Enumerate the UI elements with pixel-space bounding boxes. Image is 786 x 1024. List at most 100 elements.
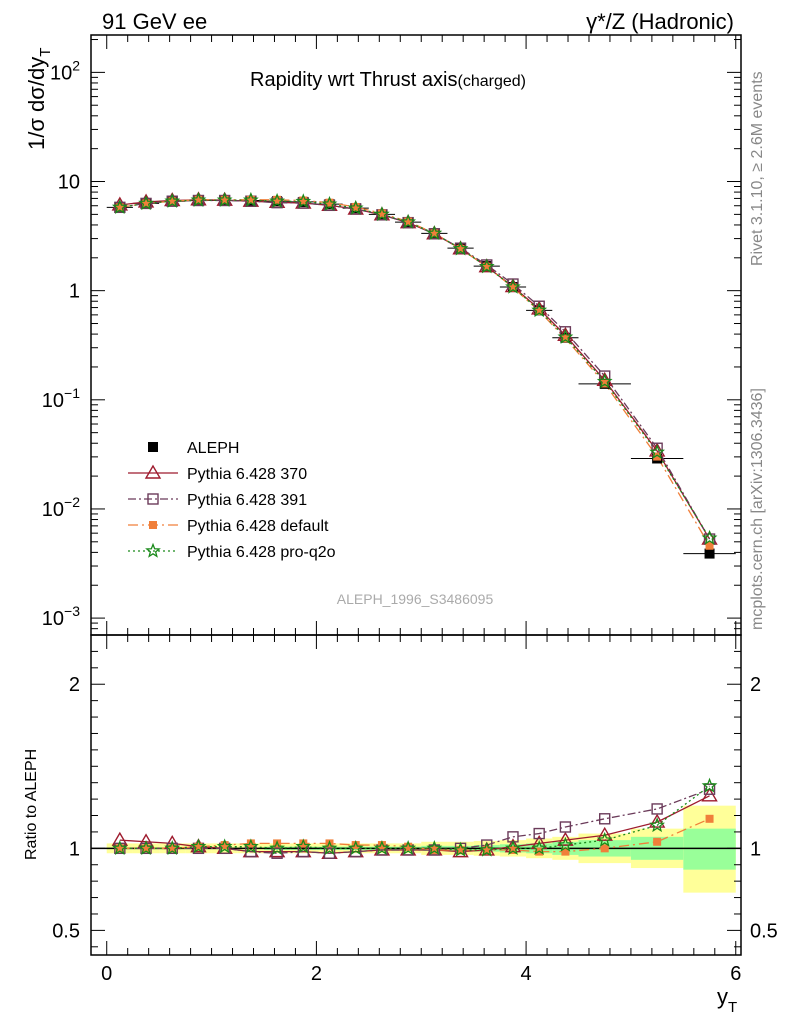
- data-point-pythia-6-428-default: [168, 197, 177, 206]
- y-tick-label: 1: [69, 281, 80, 303]
- ratio-point-pythia-6-428-391: [703, 783, 716, 795]
- x-tick-label: 4: [521, 963, 532, 985]
- data-point-pythia-6-428-pro-q2o: [531, 302, 548, 318]
- data-point-pythia-6-428-default: [142, 199, 151, 208]
- ratio-point-pythia-6-428-391: [533, 827, 545, 840]
- ratio-y-tick-label-right: 0.5: [750, 920, 778, 942]
- data-point-pythia-6-428-pro-q2o: [164, 192, 181, 208]
- ratio-point-pythia-6-428-pro-q2o: [269, 840, 285, 856]
- data-point-pythia-6-428-default: [325, 198, 334, 207]
- data-point-pythia-6-428-default: [273, 195, 282, 204]
- ratio-point-pythia-6-428-pro-q2o: [557, 836, 574, 852]
- ratio-point-pythia-6-428-391: [323, 847, 336, 859]
- data-point-pythia-6-428-pro-q2o: [242, 191, 259, 207]
- ratio-line-pythia-6-428-391: [119, 788, 710, 854]
- legend-marker-aleph: [148, 442, 158, 452]
- ratio-point-pythia-6-428-default: [404, 842, 413, 851]
- ratio-point-pythia-6-428-pro-q2o: [347, 840, 364, 856]
- mcplots-label: mcplots.cern.ch [arXiv:1306.3436]: [749, 388, 766, 630]
- data-point-pythia-6-428-pro-q2o: [596, 373, 613, 389]
- ratio-plot-panel: 0.5 0.5 1 1 2 2 0 2 4 6 Ratio to ALEPH yT: [23, 35, 778, 1016]
- ratio-point-pythia-6-428-pro-q2o: [295, 838, 312, 854]
- ratio-point-pythia-6-428-pro-q2o: [216, 838, 233, 854]
- y-tick-label: 10: [58, 172, 80, 194]
- data-point-pythia-6-428-391: [428, 228, 441, 240]
- ratio-y-tick-label: 1: [69, 838, 80, 860]
- ratio-point-pythia-6-428-default: [246, 839, 255, 848]
- y-tick-label: 10−1: [42, 385, 80, 412]
- y-tick-label: 10−2: [42, 494, 80, 521]
- ratio-point-pythia-6-428-pro-q2o: [242, 838, 259, 854]
- x-tick-label: 0: [101, 963, 112, 985]
- series-line-pythia-6-428-370: [119, 199, 711, 540]
- series-line-pythia-6-428-pro-q2o: [119, 199, 711, 539]
- ratio-band-inner: [683, 828, 736, 870]
- data-point-pythia-6-428-default: [456, 244, 465, 253]
- ratio-point-pythia-6-428-pro-q2o: [531, 840, 548, 856]
- ratio-point-pythia-6-428-pro-q2o: [596, 831, 613, 847]
- data-point-pythia-6-428-default: [115, 203, 124, 212]
- data-point-pythia-6-428-default: [653, 452, 662, 461]
- legend-label-pythia-6-428-default: Pythia 6.428 default: [187, 518, 329, 535]
- data-point-pythia-6-428-default: [508, 283, 517, 292]
- data-point-pythia-6-428-pro-q2o: [321, 195, 338, 211]
- legend-label-pythia-6-428-370: Pythia 6.428 370: [187, 466, 307, 483]
- main-plot-subtitle: (charged): [457, 73, 525, 90]
- ratio-point-pythia-6-428-pro-q2o: [164, 840, 181, 856]
- x-tick-label: 6: [730, 963, 741, 985]
- ratio-point-pythia-6-428-370: [557, 831, 574, 846]
- ratio-point-pythia-6-428-391: [599, 813, 611, 825]
- y-tick-label-exponent: −1: [64, 385, 80, 401]
- data-point-pythia-6-428-391: [218, 194, 231, 207]
- x-axis-label: yT: [717, 984, 737, 1016]
- ratio-point-pythia-6-428-default: [561, 847, 570, 856]
- data-point-pythia-6-428-default: [351, 202, 360, 211]
- ratio-point-pythia-6-428-default: [705, 814, 714, 823]
- legend-label-pythia-6-428-391: Pythia 6.428 391: [187, 492, 307, 509]
- ratio-point-pythia-6-428-391: [271, 847, 283, 859]
- ratio-point-pythia-6-428-391: [428, 844, 441, 856]
- y-tick-label: 102: [50, 57, 80, 84]
- ratio-point-pythia-6-428-default: [430, 845, 439, 854]
- legend: ALEPH Pythia 6.428 370 Pythia 6.428 391 Pyt…: [128, 440, 336, 561]
- analysis-tag: ALEPH_1996_S3486095: [337, 591, 494, 607]
- ratio-point-pythia-6-428-pro-q2o: [400, 840, 417, 856]
- ratio-point-pythia-6-428-391: [651, 803, 663, 815]
- data-point-pythia-6-428-pro-q2o: [295, 193, 312, 209]
- ratio-point-pythia-6-428-pro-q2o: [478, 841, 495, 857]
- legend-marker-pythia-6-428-pro-q2o: [145, 542, 161, 558]
- y-tick-label-exponent: 2: [72, 57, 80, 73]
- ratio-point-pythia-6-428-default: [299, 839, 308, 848]
- beam-label: 91 GeV ee: [102, 9, 207, 34]
- ratio-point-pythia-6-428-default: [482, 845, 491, 854]
- ratio-point-pythia-6-428-default: [508, 845, 517, 854]
- main-y-axis-subscript: T: [37, 48, 54, 57]
- ratio-point-pythia-6-428-default: [377, 841, 386, 850]
- data-point-pythia-6-428-pro-q2o: [505, 278, 521, 294]
- ratio-point-pythia-6-428-default: [142, 844, 151, 853]
- ratio-point-pythia-6-428-default: [653, 837, 662, 846]
- x-ticks: 0 2 4 6: [101, 35, 741, 985]
- ratio-y-tick-label: 0.5: [52, 920, 80, 942]
- x-tick-label: 2: [311, 963, 322, 985]
- rivet-version-label: Rivet 3.1.10, ≥ 2.6M events: [749, 71, 766, 266]
- ratio-y-tick-label: 2: [69, 674, 80, 696]
- data-point-pythia-6-428-pro-q2o: [478, 258, 495, 274]
- data-point-aleph: [704, 548, 715, 559]
- ratio-point-pythia-6-428-370: [596, 826, 613, 841]
- data-point-pythia-6-428-default: [482, 262, 491, 271]
- ratio-point-pythia-6-428-pro-q2o: [426, 840, 443, 856]
- data-point-pythia-6-428-pro-q2o: [347, 199, 364, 215]
- ratio-point-pythia-6-428-pro-q2o: [701, 777, 718, 793]
- legend-marker-pythia-6-428-370: [144, 464, 162, 479]
- ratio-point-pythia-6-428-pro-q2o: [505, 840, 521, 856]
- legend-marker-pythia-6-428-391: [147, 493, 159, 505]
- data-point-pythia-6-428-default: [561, 334, 570, 343]
- data-point-pythia-6-428-pro-q2o: [400, 213, 417, 229]
- ratio-point-pythia-6-428-pro-q2o: [111, 840, 128, 856]
- data-point-pythia-6-428-default: [535, 307, 544, 316]
- data-point-pythia-6-428-pro-q2o: [426, 225, 443, 241]
- data-point-pythia-6-428-default: [377, 209, 386, 218]
- y-tick-label-base: 10: [42, 390, 64, 412]
